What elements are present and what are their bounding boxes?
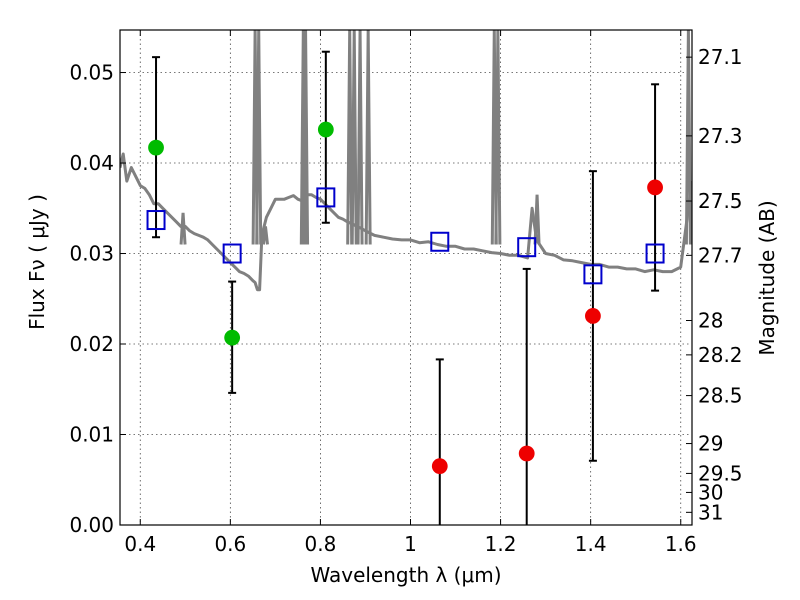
model-point [583,264,603,285]
y2-tick-label: 30 [698,480,723,504]
y-tick-label: 0.05 [69,61,114,85]
y-tick-label: 0.03 [69,242,114,266]
plot-frame [119,29,693,526]
spectrum-spike [350,30,358,245]
y2-tick-label: 28 [698,308,723,332]
x-tick-label: 1.2 [485,532,517,556]
detection-point [148,139,164,156]
nondetection-point [647,179,663,196]
spectrum-spike [255,30,263,245]
model-point [645,243,665,264]
spectrum-spike [533,194,541,245]
axis-ticks: 0.4 0.6 0.8 1 1.2 1.4 1.6 0.00 0.01 0.02 0.03 0.04 0… [69,30,743,556]
nondetection-point [518,445,535,462]
y2-tick-label: 29 [698,432,723,456]
nondetection-point [431,458,448,475]
y-tick-label: 0.02 [69,332,114,356]
grid [120,30,692,526]
x-tick-label: 0.8 [305,532,337,556]
spectrum-spike [261,226,269,245]
y2-tick-label: 27.3 [698,124,743,148]
x-tick-label: 1.4 [575,532,607,556]
y2-tick-label: 27.1 [698,45,743,69]
y2-tick-label: 27.5 [698,189,743,213]
y-tick-label: 0.00 [69,513,114,537]
error-bars [152,50,660,525]
y-tick-label: 0.01 [69,423,114,447]
model-point [517,237,537,258]
spectrum-spike [356,30,364,245]
spectrum-line [120,152,692,292]
detection-point [317,121,334,138]
plot-area [120,30,692,292]
x-tick-label: 0.6 [214,532,246,556]
y-axis-label: Flux Fν ( μJy ) [25,194,49,330]
y2-tick-label: 28.5 [698,384,743,408]
y2-tick-label: 27.7 [698,243,743,267]
markers [146,121,665,475]
y2-tick-label: 28.2 [698,343,743,367]
spectrum-spike [302,30,310,245]
x-tick-label: 1 [404,532,417,556]
model-point [146,210,166,231]
model-point [222,243,242,264]
x-tick-label: 0.4 [124,532,156,556]
detection-point [224,329,241,346]
x-tick-label: 1.6 [665,532,697,556]
y2-tick-label: 31 [698,500,723,524]
x-axis-label: Wavelength λ (μm) [310,563,501,587]
spectrum-spike [346,30,354,245]
y2-axis-label: Magnitude (AB) [755,200,779,355]
model-point [430,231,450,252]
spectrum-spike [494,30,502,245]
y2-tick-label: 29.5 [698,461,743,485]
spectrum-spike [179,212,187,245]
nondetection-point [585,308,601,324]
spectrum-spike [684,30,692,245]
model-point [316,187,336,208]
spectrum-spike [364,30,372,245]
y-tick-label: 0.04 [69,151,114,175]
